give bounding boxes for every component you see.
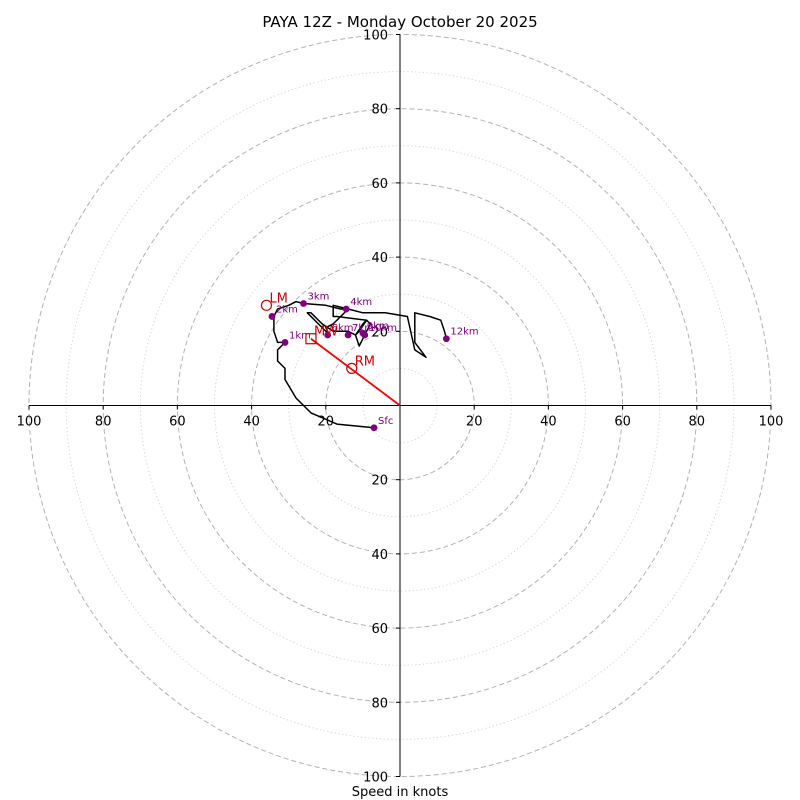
x-tick-label: 40 xyxy=(243,415,260,430)
height-label-7km: 7km xyxy=(352,323,374,334)
storm-label-rm: RM xyxy=(355,354,375,369)
x-tick-label: 60 xyxy=(169,415,186,430)
chart-title: PAYA 12Z - Monday October 20 2025 xyxy=(262,13,537,31)
y-tick-label: 80 xyxy=(371,696,388,711)
y-tick-label: 80 xyxy=(371,103,388,118)
x-tick-label: 60 xyxy=(614,415,631,430)
height-label-2km: 2km xyxy=(276,304,298,315)
height-marker-10km xyxy=(361,331,369,339)
height-label-12km: 12km xyxy=(450,327,478,338)
y-tick-label: 100 xyxy=(363,771,388,786)
storm-label-mw: MW xyxy=(314,325,338,340)
storm-marker-rm xyxy=(346,362,358,374)
hodograph-trace xyxy=(273,300,448,429)
height-label-6km: 6km xyxy=(332,323,354,334)
y-tick-label: 60 xyxy=(371,177,388,192)
x-tick-label: 40 xyxy=(540,415,557,430)
height-marker-2km xyxy=(268,313,276,320)
height-marker-sfc xyxy=(370,424,378,432)
y-tick-label: 100 xyxy=(363,29,388,44)
height-label-4km: 4km xyxy=(350,297,372,308)
height-marker-7km xyxy=(344,331,352,339)
storm-label-lm: LM xyxy=(269,291,287,306)
height-label-sfc: Sfc xyxy=(378,416,393,427)
x-tick-label: 100 xyxy=(759,415,784,430)
x-tick-label: 80 xyxy=(95,415,112,430)
height-label-1km: 1km xyxy=(289,330,311,341)
y-tick-label: 20 xyxy=(371,474,388,489)
y-tick-label: 20 xyxy=(371,325,388,340)
height-label-3km: 3km xyxy=(308,291,330,302)
height-marker-1km xyxy=(281,339,289,346)
y-tick-label: 40 xyxy=(371,251,388,266)
x-axis-label: Speed in knots xyxy=(352,785,449,800)
x-tick-label: 80 xyxy=(689,415,706,430)
y-tick-labels: 100 80 60 40 20 20 40 60 80 100 xyxy=(363,29,400,786)
trace-line xyxy=(273,300,448,429)
storm-motion-markers: LM MW RM xyxy=(260,291,375,374)
x-tick-label: 20 xyxy=(466,415,483,430)
storm-marker-mw xyxy=(305,333,317,345)
storm-marker-lm xyxy=(260,299,273,311)
height-marker-3km xyxy=(300,300,307,307)
x-tick-label: 100 xyxy=(17,415,42,430)
height-label-9km: 9km xyxy=(367,321,389,332)
y-tick-label: 60 xyxy=(371,622,388,637)
height-label-10km: 10km xyxy=(369,323,397,334)
y-tick-label: 40 xyxy=(371,548,388,563)
height-marker-6km xyxy=(324,331,332,339)
height-marker-12km xyxy=(442,335,450,343)
height-marker-4km xyxy=(342,305,350,313)
